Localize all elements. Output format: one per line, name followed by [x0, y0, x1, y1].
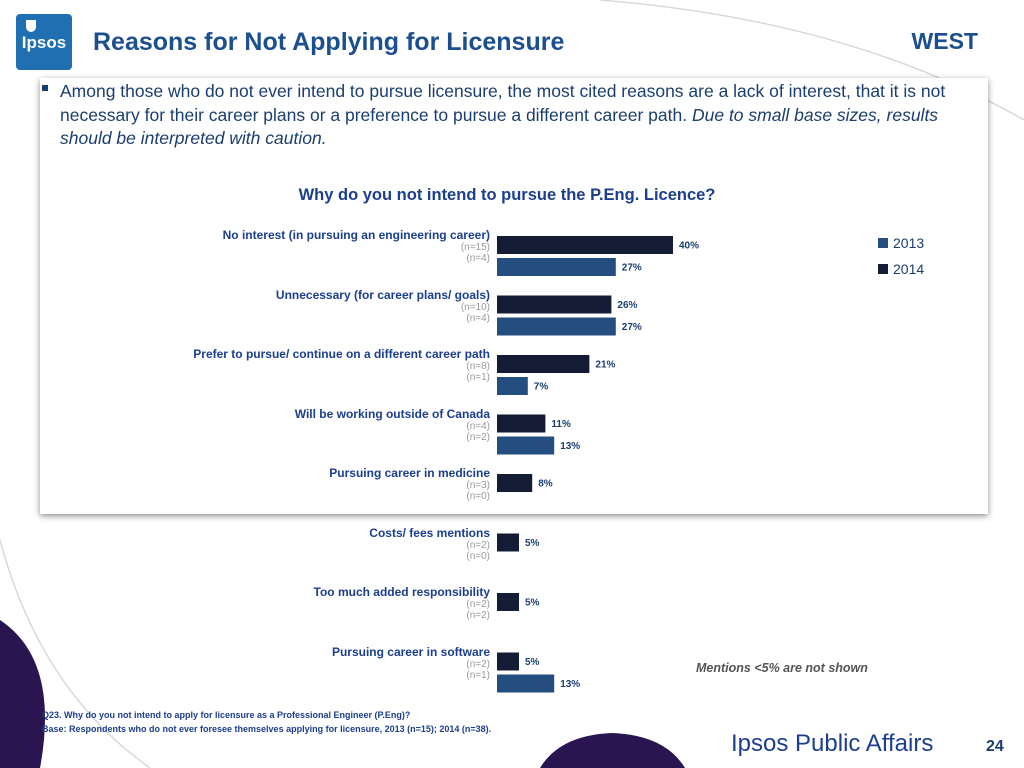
data-label-2014-7: 5%	[525, 657, 540, 668]
bar-2013-2	[497, 377, 528, 395]
data-label-2013-0: 27%	[622, 263, 642, 274]
data-label-2014-6: 5%	[525, 598, 540, 609]
page-number: 24	[986, 738, 1004, 755]
bar-2013-1	[497, 317, 616, 336]
category-label-3: Will be working outside of Canada (n=4) (n…	[130, 407, 490, 443]
data-label-2013-7: 13%	[560, 679, 580, 690]
category-name: Pursuing career in software	[331, 644, 490, 659]
base-size-label: (n=8)	[466, 361, 490, 372]
data-label-2013-1: 27%	[622, 322, 642, 333]
bar-2014-1	[497, 295, 612, 314]
region-label: WEST	[911, 28, 978, 54]
base-size-label: (n=2)	[466, 610, 490, 621]
category-name: No interest (in pursuing an engineering …	[222, 228, 490, 242]
legend-item-2013: 2013	[878, 230, 924, 256]
bar-2013-7	[497, 674, 555, 693]
base-size-label: (n=0)	[466, 491, 490, 502]
category-label-0: No interest (in pursuing an engineering …	[130, 228, 490, 264]
bar-2014-4	[497, 474, 533, 492]
legend-swatch-2013	[878, 238, 888, 248]
intro-text: Among those who do not ever intend to pu…	[60, 80, 972, 151]
category-name: Will be working outside of Canada	[294, 406, 490, 421]
page-title: Reasons for Not Applying for Licensure	[93, 28, 565, 56]
category-label-5: Costs/ fees mentions (n=2) (n=0)	[130, 526, 490, 562]
base-size-label: (n=2)	[466, 658, 490, 670]
category-name: Unnecessary (for career plans/ goals)	[275, 287, 490, 302]
base-size-label: (n=15)	[460, 242, 490, 253]
base-size-label: (n=4)	[466, 312, 490, 324]
data-label-2014-4: 8%	[538, 479, 553, 490]
bar-2013-0	[497, 258, 616, 276]
legend-label-2014: 2014	[893, 261, 925, 277]
footnote-base: Base: Respondents who do not ever forese…	[42, 724, 492, 734]
footnote-question: Q23. Why do you not intend to apply for …	[42, 710, 411, 720]
bar-2014-6	[497, 593, 519, 611]
category-label-6: Too much added responsibility (n=2) (n=2)	[130, 585, 490, 621]
category-label-7: Pursuing career in software (n=2) (n=1)	[130, 645, 490, 681]
category-label-4: Pursuing career in medicine (n=3) (n=0)	[130, 466, 490, 502]
category-label-2: Prefer to pursue/ continue on a differen…	[130, 347, 490, 383]
category-name: Pursuing career in medicine	[329, 466, 490, 480]
bar-2014-7	[497, 652, 519, 671]
ipsos-logo: Ipsos	[16, 14, 72, 70]
data-label-2014-1: 26%	[617, 300, 637, 311]
bar-2014-3	[497, 414, 546, 433]
base-size-label: (n=2)	[466, 431, 490, 443]
category-name: Costs/ fees mentions	[369, 525, 490, 540]
brand-name: Ipsos Public Affairs	[731, 730, 934, 757]
chart-title: Why do you not intend to pursue the P.En…	[298, 186, 716, 204]
bar-2014-2	[497, 355, 590, 373]
base-size-label: (n=2)	[466, 599, 490, 610]
data-label-2014-5: 5%	[525, 538, 540, 549]
category-name: Too much added responsibility	[313, 585, 490, 599]
chart-note: Mentions <5% are not shown	[696, 661, 868, 675]
base-size-label: (n=0)	[466, 550, 490, 562]
legend-label-2013: 2013	[893, 235, 925, 251]
data-label-2014-2: 21%	[595, 360, 615, 371]
base-size-label: (n=2)	[466, 539, 490, 551]
intro-main: Among those who do not ever intend to pu…	[60, 81, 946, 125]
bar-2014-5	[497, 533, 519, 552]
data-label-2013-3: 13%	[560, 441, 580, 452]
data-label-2014-0: 40%	[679, 241, 699, 252]
legend-item-2014: 2014	[878, 256, 924, 282]
base-size-label: (n=3)	[466, 480, 490, 491]
category-label-1: Unnecessary (for career plans/ goals) (n=…	[130, 288, 490, 324]
data-label-2014-3: 11%	[551, 419, 571, 430]
bar-2013-3	[497, 436, 555, 455]
data-label-2013-2: 7%	[534, 382, 549, 393]
base-size-label: (n=1)	[466, 372, 490, 383]
footnote: Q23. Why do you not intend to apply for …	[42, 708, 491, 736]
bar-2014-0	[497, 236, 673, 254]
bullet-icon	[42, 85, 48, 91]
base-size-label: (n=4)	[466, 253, 490, 264]
category-name: Prefer to pursue/ continue on a differen…	[193, 347, 490, 361]
chart-legend: 2013 2014	[878, 230, 924, 282]
legend-swatch-2014	[878, 264, 888, 274]
base-size-label: (n=1)	[466, 669, 490, 681]
intro-caution: Due to small base sizes, results should …	[60, 104, 939, 149]
base-size-label: (n=10)	[460, 301, 490, 313]
base-size-label: (n=4)	[466, 420, 490, 432]
